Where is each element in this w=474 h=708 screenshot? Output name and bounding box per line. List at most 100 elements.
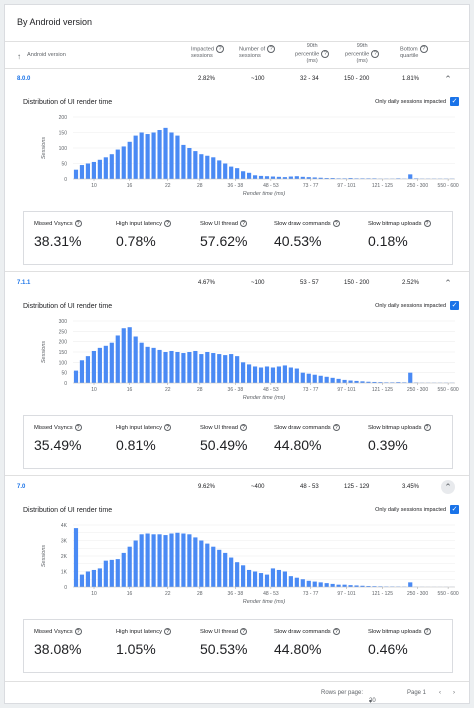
help-icon[interactable]: ? [74, 628, 82, 635]
version-link[interactable]: 7.0 [17, 484, 26, 490]
x-tick-label: 550 - 600 [438, 591, 459, 597]
version-link[interactable]: 8.0.0 [17, 76, 31, 82]
detail-panel: Distribution of UI render time Only dail… [5, 497, 469, 677]
divider [5, 475, 469, 476]
help-icon[interactable]: ? [423, 628, 431, 635]
help-icon[interactable]: ? [267, 45, 276, 53]
y-tick-label: 2K [61, 554, 68, 560]
only-daily-toggle[interactable]: Only daily sessions impacted ✓ [375, 505, 459, 514]
help-icon[interactable]: ? [164, 628, 172, 635]
bar [127, 327, 132, 383]
help-icon[interactable]: ? [216, 45, 225, 53]
table-row[interactable]: 8.0.0 2.82% ~100 32 - 34 150 - 200 1.81%… [5, 69, 469, 89]
checkbox-icon[interactable]: ✓ [450, 505, 459, 514]
checkbox-icon[interactable]: ✓ [450, 97, 459, 106]
only-daily-toggle[interactable]: Only daily sessions impacted ✓ [375, 97, 459, 106]
bottom-quartile-value: 3.45% [402, 484, 420, 490]
header-90th-percentile[interactable]: 90th percentile? (ms) [295, 43, 330, 65]
render-time-chart: 0 1K 2K 3K 4K Sessions 10 16 22 28 36 - 38 48 - 53 7… [41, 523, 459, 605]
header-android-version[interactable]: Android version [27, 52, 66, 58]
help-icon[interactable]: ? [240, 424, 248, 431]
card-title: By Android version [17, 17, 93, 27]
next-page-icon[interactable]: › [453, 690, 455, 696]
bar [229, 166, 234, 179]
help-icon[interactable]: ? [423, 424, 431, 431]
bar [360, 381, 365, 383]
only-daily-toggle[interactable]: Only daily sessions impacted ✓ [375, 301, 459, 310]
bar [258, 175, 264, 179]
metric-value: 0.18% [368, 233, 408, 250]
x-tick-label: 28 [197, 183, 203, 189]
y-tick-label: 50 [61, 371, 67, 377]
detail-panel: Distribution of UI render time Only dail… [5, 293, 469, 473]
bar [276, 176, 282, 179]
y-tick-label: 150 [59, 131, 68, 137]
p99-value: 150 - 200 [344, 76, 370, 82]
help-icon[interactable]: ? [240, 628, 248, 635]
x-tick-label: 73 - 77 [303, 183, 319, 189]
bar [252, 175, 258, 179]
help-icon[interactable]: ? [332, 220, 340, 227]
table-row[interactable]: 7.1.1 4.67% ~100 53 - 57 150 - 200 2.52%… [5, 273, 469, 293]
bar [300, 372, 305, 383]
help-icon[interactable]: ? [332, 628, 340, 635]
p99-value: 125 - 129 [344, 484, 370, 490]
help-icon[interactable]: ? [74, 424, 82, 431]
x-tick-label: 550 - 600 [438, 387, 459, 393]
metric-slow-ui-thread: Slow UI thread? 50.49% [200, 424, 247, 453]
metric-label: Slow bitmap uploads? [368, 220, 431, 227]
x-axis-label: Render time (ms) [243, 395, 286, 401]
help-icon[interactable]: ? [423, 220, 431, 227]
version-link[interactable]: 7.1.1 [17, 280, 31, 286]
bar [115, 149, 120, 179]
x-tick-label: 73 - 77 [303, 387, 319, 393]
help-icon[interactable]: ? [419, 45, 428, 53]
bar [217, 160, 222, 179]
x-tick-label: 250 - 300 [407, 591, 428, 597]
y-tick-label: 0 [64, 381, 67, 387]
metric-slow-draw-commands: Slow draw commands? 44.80% [274, 424, 340, 453]
bar [175, 532, 180, 587]
chevron-up-icon[interactable]: ⌃ [441, 480, 455, 494]
chevron-up-icon[interactable]: ⌃ [444, 278, 452, 288]
x-tick-label: 10 [91, 591, 97, 597]
help-icon[interactable]: ? [164, 424, 172, 431]
help-icon[interactable]: ? [74, 220, 82, 227]
sort-arrow-icon[interactable]: ↑ [17, 52, 21, 61]
bar [354, 380, 359, 383]
help-icon[interactable]: ? [332, 424, 340, 431]
header-bottom-quartile[interactable]: Bottom? quartile [400, 45, 428, 60]
table-row[interactable]: 7.0 9.62% ~400 48 - 53 125 - 129 3.45% ⌃ [5, 477, 469, 497]
bar [181, 144, 186, 179]
x-tick-label: 97 - 101 [337, 591, 356, 597]
bar [246, 364, 252, 383]
checkbox-icon[interactable]: ✓ [450, 301, 459, 310]
header-impacted-sessions[interactable]: Impacted? sessions [191, 45, 225, 60]
metric-label: Slow UI thread? [200, 628, 248, 635]
y-tick-label: 1K [61, 570, 68, 576]
help-icon[interactable]: ? [321, 50, 330, 58]
metric-value: 44.80% [274, 641, 322, 658]
bar [181, 533, 186, 587]
bar [282, 177, 287, 179]
help-icon[interactable]: ? [240, 220, 248, 227]
bar [414, 178, 419, 179]
x-tick-label: 28 [197, 387, 203, 393]
sessions-value: ~400 [251, 484, 265, 490]
chevron-up-icon[interactable]: ⌃ [444, 74, 452, 84]
header-99th-percentile[interactable]: 99th percentile? (ms) [345, 43, 380, 65]
bar [169, 350, 174, 383]
help-icon[interactable]: ? [164, 220, 172, 227]
prev-page-icon[interactable]: ‹ [439, 690, 441, 696]
header-number-of-sessions[interactable]: Number of? sessions [239, 45, 276, 60]
help-icon[interactable]: ? [371, 50, 380, 58]
x-tick-label: 73 - 77 [303, 591, 319, 597]
bar [282, 365, 287, 383]
bottom-quartile-value: 1.81% [402, 76, 420, 82]
bar [205, 155, 210, 179]
x-tick-label: 250 - 300 [407, 183, 428, 189]
metric-slow-bitmap-uploads: Slow bitmap uploads? 0.18% [368, 220, 431, 249]
bar [282, 571, 287, 587]
y-tick-label: 4K [61, 523, 68, 529]
x-tick-label: 22 [165, 591, 171, 597]
